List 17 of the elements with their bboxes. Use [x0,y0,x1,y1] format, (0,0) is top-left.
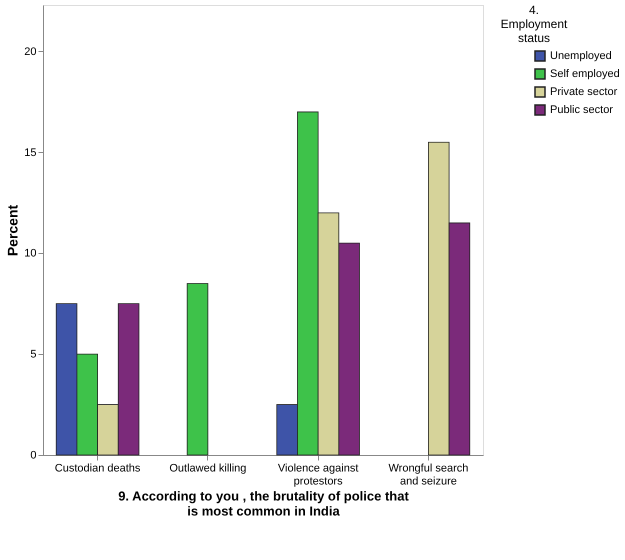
legend-label: Self employed [550,68,620,80]
y-tick-label: 20 [24,46,36,58]
x-axis-title: 9. According to you , the brutality of police that is most common in India [118,488,410,518]
y-axis-title: Percent [4,204,20,256]
legend-title: 4. Employment status [500,3,568,45]
bar [186,283,208,456]
y-tick-label: 10 [24,248,36,260]
x-tick-label: Custodian deaths [54,462,141,474]
legend-label: Unemployed [550,50,612,62]
x-tick-label: Wrongful search and seizure [388,462,468,488]
legend-label: Private sector [550,86,618,98]
legend-label: Public sector [550,104,614,116]
x-tick-label: Violence against protestors [278,462,358,488]
x-tick-label: Outlawed killing [169,462,246,474]
y-tick-label: 5 [30,348,36,361]
y-tick-label: 15 [24,146,36,159]
y-tick-label: 0 [30,450,36,462]
